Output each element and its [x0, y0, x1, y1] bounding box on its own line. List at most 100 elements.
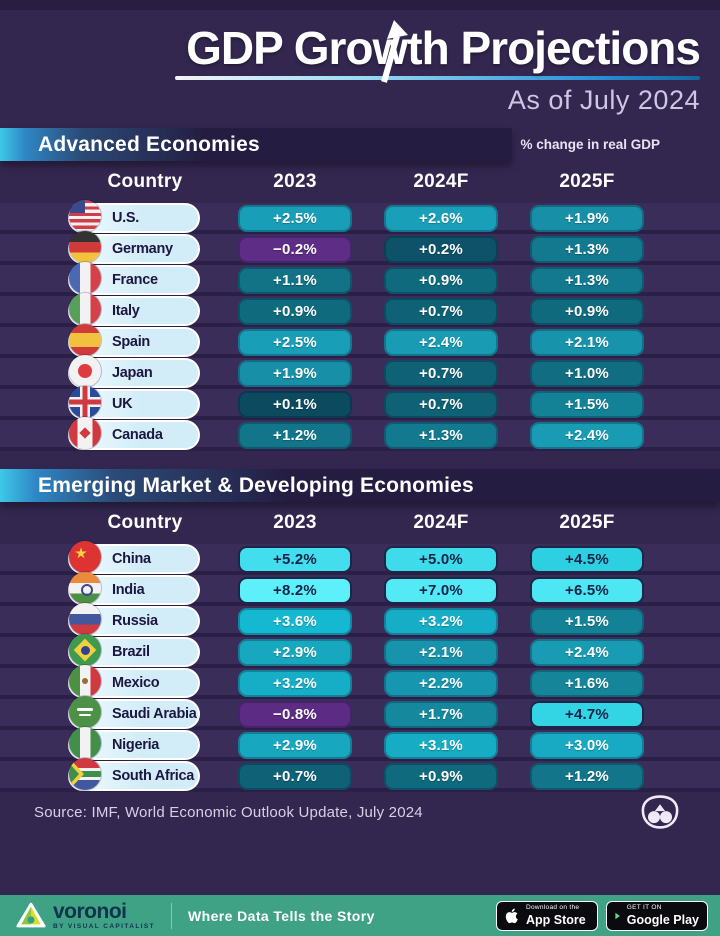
- table-row: China +5.2% +5.0% +4.5%: [0, 541, 720, 576]
- value-pill-2023: +0.7%: [238, 762, 352, 790]
- value-pill-2023: +0.9%: [238, 297, 352, 325]
- flag-br-icon: [69, 634, 101, 667]
- flag-us-icon: [69, 200, 101, 233]
- source-text: Source: IMF, World Economic Outlook Upda…: [34, 803, 423, 821]
- voronoi-brand: voronoi BY VISUAL CAPITALIST: [16, 901, 155, 931]
- table-row: India +8.2% +7.0% +6.5%: [0, 572, 720, 607]
- country-name: Germany: [112, 241, 173, 258]
- flag-za-icon: [69, 758, 101, 791]
- value-pill-2024F: +0.9%: [384, 762, 498, 790]
- country-cell: Japan: [68, 355, 222, 389]
- value-pill-2023: +8.2%: [238, 576, 352, 604]
- value-pill-2025F: +1.5%: [530, 607, 644, 635]
- country-name: Nigeria: [112, 737, 160, 754]
- voronoi-mark-icon: [16, 902, 46, 928]
- country-cell: Germany: [68, 231, 222, 265]
- brand-name: voronoi: [53, 899, 127, 923]
- column-header-2024f: 2024F: [413, 512, 469, 534]
- country-cell: Brazil: [68, 634, 222, 668]
- flag-sa-icon: [69, 696, 101, 729]
- flag-it-icon: [69, 293, 101, 326]
- country-cell: Italy: [68, 293, 222, 327]
- table-row: France +1.1% +0.9% +1.3%: [0, 262, 720, 297]
- value-pill-2023: +1.2%: [238, 421, 352, 449]
- country-cell: Canada: [68, 417, 222, 451]
- country-name: Russia: [112, 613, 158, 630]
- voronoi-owl-logo-icon: [641, 795, 679, 830]
- top-strip: [0, 0, 720, 10]
- table-row: Brazil +2.9% +2.1% +2.4%: [0, 634, 720, 669]
- title-underline: [175, 76, 700, 81]
- column-header-2025f: 2025F: [559, 512, 615, 534]
- unit-note: % change in real GDP: [520, 137, 660, 153]
- flag-ng-icon: [69, 727, 101, 760]
- value-pill-2025F: +2.4%: [530, 421, 644, 449]
- value-pill-2025F: +1.9%: [530, 204, 644, 232]
- table-row: South Africa +0.7% +0.9% +1.2%: [0, 758, 720, 793]
- masthead: GDP Growth Projections As of July 2024: [0, 10, 720, 116]
- value-pill-2023: +2.9%: [238, 638, 352, 666]
- value-pill-2023: −0.8%: [238, 700, 352, 728]
- country-name: UK: [112, 396, 133, 413]
- flag-es-icon: [69, 324, 101, 357]
- badge-top-text: GET IT ON: [626, 904, 662, 911]
- apple-icon: [505, 908, 518, 923]
- table-row: Japan +1.9% +0.7% +1.0%: [0, 355, 720, 390]
- badge-top-text: Download on the: [526, 904, 580, 911]
- value-pill-2025F: +1.6%: [530, 669, 644, 697]
- country-cell: Russia: [68, 603, 222, 637]
- column-header-country: Country: [107, 512, 183, 534]
- table-body: U.S. +2.5% +2.6% +1.9% Germany −0.2% +0.2% +1.3…: [0, 200, 720, 452]
- country-cell: Nigeria: [68, 727, 222, 761]
- country-name: Italy: [112, 303, 140, 320]
- value-pill-2024F: +2.4%: [384, 328, 498, 356]
- flag-jp-icon: [69, 355, 101, 388]
- source-row: Source: IMF, World Economic Outlook Upda…: [0, 794, 720, 830]
- value-pill-2023: −0.2%: [238, 235, 352, 263]
- flag-de-icon: [69, 231, 101, 264]
- column-header-2023: 2023: [273, 171, 317, 193]
- footer-bar: voronoi BY VISUAL CAPITALIST Where Data …: [0, 895, 720, 936]
- value-pill-2024F: +3.1%: [384, 731, 498, 759]
- value-pill-2023: +3.6%: [238, 607, 352, 635]
- value-pill-2025F: +2.1%: [530, 328, 644, 356]
- value-pill-2024F: +2.6%: [384, 204, 498, 232]
- country-cell: Saudi Arabia: [68, 696, 222, 730]
- table-row: Italy +0.9% +0.7% +0.9%: [0, 293, 720, 328]
- badge-bottom-text: App Store: [526, 912, 586, 927]
- table-row: U.S. +2.5% +2.6% +1.9%: [0, 200, 720, 235]
- value-pill-2023: +2.5%: [238, 328, 352, 356]
- flag-fr-icon: [69, 262, 101, 295]
- table-row: Spain +2.5% +2.4% +2.1%: [0, 324, 720, 359]
- column-header-2024f: 2024F: [413, 171, 469, 193]
- column-header-row: Country 2023 2024F 2025F: [0, 161, 720, 203]
- value-pill-2024F: +1.7%: [384, 700, 498, 728]
- page-title: GDP Growth Projections: [186, 22, 701, 74]
- column-header-2025f: 2025F: [559, 171, 615, 193]
- value-pill-2024F: +0.2%: [384, 235, 498, 263]
- section-title: Emerging Market & Developing Economies: [38, 473, 474, 497]
- country-name: Japan: [112, 365, 153, 382]
- value-pill-2024F: +2.2%: [384, 669, 498, 697]
- flag-ru-icon: [69, 603, 101, 636]
- value-pill-2025F: +4.7%: [530, 700, 644, 728]
- value-pill-2025F: +2.4%: [530, 638, 644, 666]
- value-pill-2023: +0.1%: [238, 390, 352, 418]
- value-pill-2024F: +0.7%: [384, 297, 498, 325]
- section-band: Advanced Economies: [0, 128, 512, 162]
- google-play-badge[interactable]: GET IT ON Google Play: [606, 900, 708, 931]
- country-cell: Mexico: [68, 665, 222, 699]
- column-header-country: Country: [107, 171, 183, 193]
- brand-subtitle: BY VISUAL CAPITALIST: [53, 922, 156, 930]
- value-pill-2023: +3.2%: [238, 669, 352, 697]
- flag-in-icon: [69, 572, 101, 605]
- table-row: Saudi Arabia −0.8% +1.7% +4.7%: [0, 696, 720, 731]
- table-row: Canada +1.2% +1.3% +2.4%: [0, 417, 720, 452]
- app-store-badge[interactable]: Download on the App Store: [496, 900, 598, 931]
- section-title: Advanced Economies: [38, 132, 260, 156]
- value-pill-2025F: +6.5%: [530, 576, 644, 604]
- flag-uk-icon: [69, 386, 101, 419]
- column-header-2023: 2023: [273, 512, 317, 534]
- country-cell: South Africa: [68, 758, 222, 792]
